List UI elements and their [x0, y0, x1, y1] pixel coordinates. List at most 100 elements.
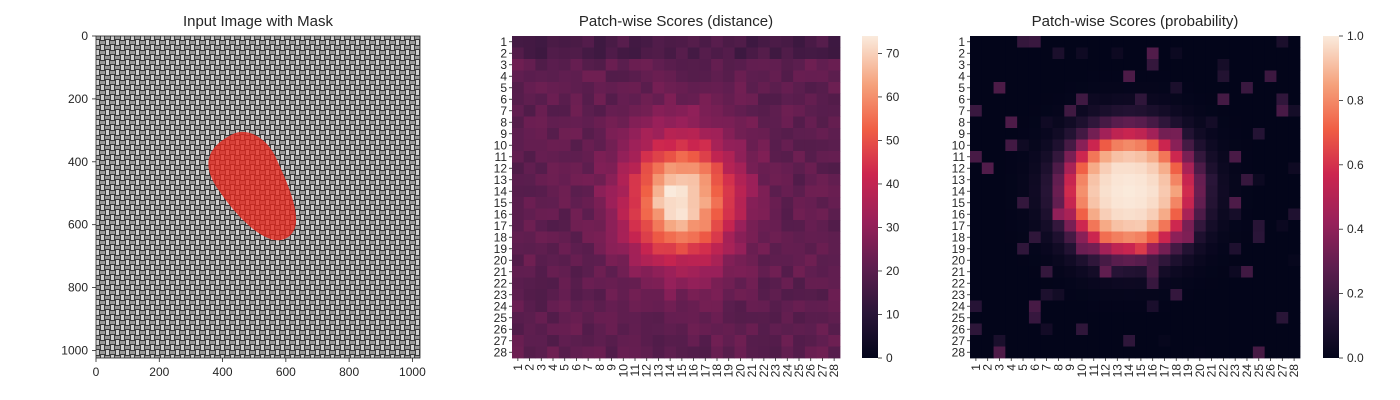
- heatmap-cell: [523, 174, 536, 186]
- panel1-ytick-label: 1000: [61, 343, 88, 357]
- heatmap-cell: [734, 36, 747, 48]
- heatmap-cell: [1017, 139, 1030, 152]
- heatmap-cell: [828, 47, 841, 60]
- heatmap-cell: [1217, 162, 1230, 175]
- heatmap-col-label: 15: [1134, 364, 1148, 378]
- heatmap-cell: [1111, 47, 1124, 60]
- heatmap-cell: [1264, 59, 1277, 71]
- heatmap-cell: [1135, 254, 1148, 267]
- heatmap-cell: [1064, 231, 1077, 244]
- heatmap-cell: [1264, 220, 1277, 232]
- heatmap-cell: [570, 82, 583, 94]
- heatmap-cell: [570, 128, 583, 140]
- heatmap-cell: [722, 128, 735, 140]
- heatmap-cell: [1135, 174, 1148, 186]
- heatmap-cell: [1135, 105, 1148, 117]
- heatmap-cell: [582, 208, 595, 221]
- heatmap-cell: [1182, 231, 1195, 244]
- heatmap-cell: [1193, 139, 1207, 152]
- heatmap-cell: [605, 208, 618, 221]
- heatmap-row-label: 14: [494, 184, 508, 198]
- heatmap-cell: [617, 323, 630, 336]
- heatmap-cell: [676, 300, 689, 313]
- heatmap-cell: [652, 266, 665, 278]
- heatmap-cell: [1205, 59, 1218, 71]
- heatmap-cell: [1276, 105, 1289, 117]
- heatmap-cell: [1076, 162, 1089, 175]
- heatmap-cell: [816, 139, 829, 152]
- heatmap-cell: [1241, 47, 1254, 60]
- heatmap-cell: [687, 128, 700, 140]
- heatmap-cell: [828, 82, 841, 94]
- heatmap-cell: [1170, 174, 1183, 186]
- heatmap-cell: [981, 208, 994, 221]
- heatmap-cell: [1276, 70, 1289, 83]
- heatmap-cell: [769, 93, 782, 106]
- panel1-xtick-label: 600: [276, 365, 296, 379]
- heatmap-cell: [746, 266, 759, 278]
- heatmap-cell: [769, 266, 782, 278]
- heatmap-cell: [1040, 254, 1053, 267]
- heatmap-cell: [512, 277, 525, 290]
- heatmap-cell: [1087, 243, 1101, 255]
- heatmap-cell: [558, 277, 571, 290]
- heatmap-cell: [1264, 185, 1277, 198]
- heatmap-cell: [640, 105, 653, 117]
- heatmap-cell: [1158, 139, 1171, 152]
- heatmap-cell: [734, 335, 747, 347]
- heatmap-cell: [816, 174, 829, 186]
- heatmap-cell: [1017, 151, 1030, 163]
- heatmap-cell: [570, 174, 583, 186]
- heatmap-cell: [547, 82, 560, 94]
- heatmap-cell: [722, 346, 735, 359]
- heatmap-cell: [734, 300, 747, 313]
- heatmap-cell: [1005, 93, 1018, 106]
- heatmap-cell: [993, 197, 1006, 209]
- heatmap-cell: [781, 266, 794, 278]
- heatmap-cell: [793, 300, 806, 313]
- heatmap-cell: [1193, 36, 1207, 48]
- heatmap-cell: [781, 335, 794, 347]
- heatmap-cell: [1076, 47, 1089, 60]
- heatmap-cell: [1193, 47, 1207, 60]
- heatmap-cell: [629, 174, 642, 186]
- heatmap-cell: [804, 323, 817, 336]
- heatmap-cell: [1264, 266, 1277, 278]
- heatmap-cell: [1264, 231, 1277, 244]
- heatmap-row-label: 13: [952, 173, 966, 187]
- heatmap-cell: [828, 312, 841, 324]
- heatmap-cell: [1170, 335, 1183, 347]
- heatmap-cell: [1229, 185, 1242, 198]
- heatmap-cell: [1111, 231, 1124, 244]
- heatmap-cell: [605, 82, 618, 94]
- heatmap-cell: [1182, 70, 1195, 83]
- heatmap-cell: [1170, 277, 1183, 290]
- heatmap-row-label: 7: [500, 104, 507, 118]
- heatmap-cell: [722, 300, 735, 313]
- heatmap-cell: [1052, 266, 1065, 278]
- heatmap-cell: [652, 197, 665, 209]
- heatmap-cell: [1288, 289, 1301, 301]
- heatmap-cell: [1205, 254, 1218, 267]
- heatmap-cell: [1252, 174, 1266, 186]
- heatmap-cell: [758, 116, 771, 129]
- heatmap-cell: [1229, 59, 1242, 71]
- heatmap-cell: [1076, 323, 1089, 336]
- heatmap-cell: [1087, 231, 1101, 244]
- heatmap-cell: [993, 116, 1006, 129]
- heatmap-cell: [1017, 300, 1030, 313]
- heatmap-cell: [629, 162, 642, 175]
- heatmap-cell: [793, 116, 806, 129]
- heatmap-cell: [1040, 231, 1053, 244]
- heatmap-cell: [1170, 300, 1183, 313]
- heatmap-cell: [711, 36, 724, 48]
- heatmap-cell: [1052, 300, 1065, 313]
- heatmap-cell: [1205, 36, 1218, 48]
- heatmap-cell: [711, 254, 724, 267]
- heatmap-cell: [1252, 151, 1266, 163]
- heatmap-cell: [1205, 289, 1218, 301]
- heatmap-cell: [699, 128, 712, 140]
- heatmap-cell: [523, 151, 536, 163]
- heatmap-cell: [711, 82, 724, 94]
- heatmap-cell: [558, 300, 571, 313]
